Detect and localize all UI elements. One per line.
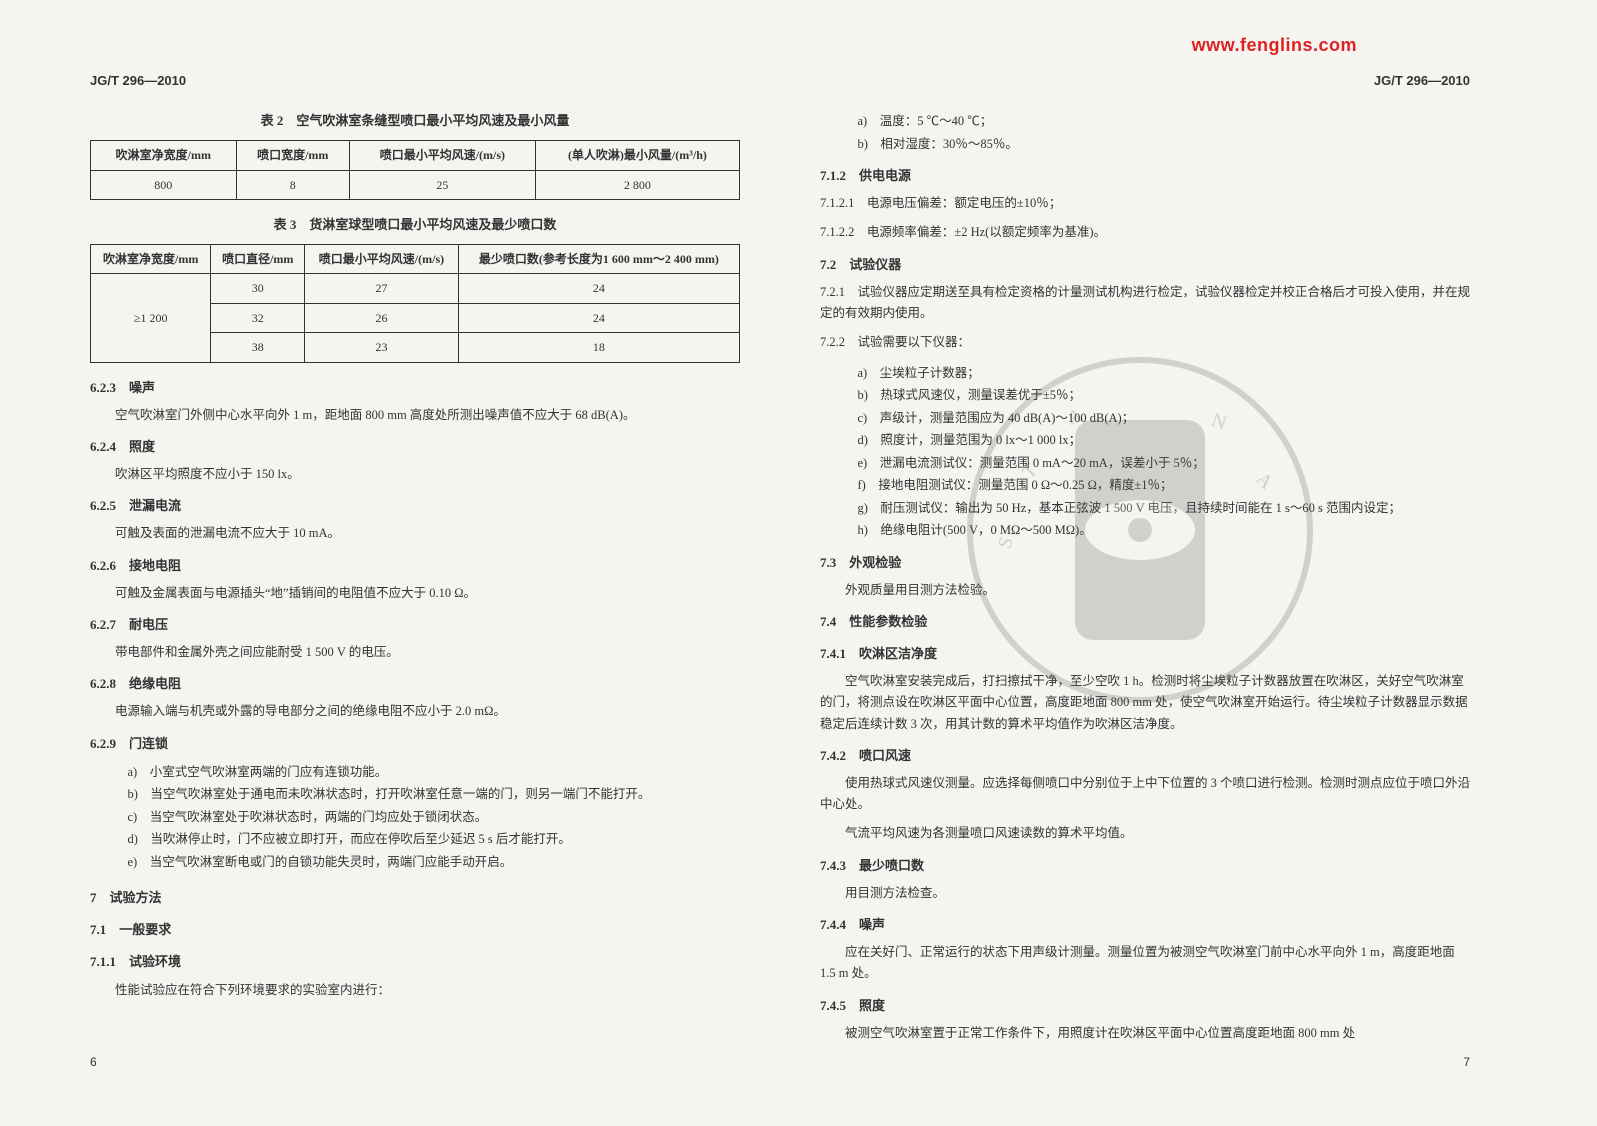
list-item: c) 当空气吹淋室处于吹淋状态时，两端的门均应处于锁闭状态。 bbox=[115, 806, 740, 829]
page-right: JG/T 296—2010 a) 温度：5 ℃～40 ℃； b) 相对湿度：30… bbox=[820, 70, 1470, 1052]
td: 800 bbox=[91, 170, 237, 199]
page-number: 7 bbox=[1463, 1052, 1470, 1072]
list-item: h) 绝缘电阻计(500 V，0 MΩ～500 MΩ)。 bbox=[845, 519, 1470, 542]
table2: 吹淋室净宽度/mm 喷口宽度/mm 喷口最小平均风速/(m/s) (单人吹淋)最… bbox=[90, 140, 740, 200]
td: 25 bbox=[349, 170, 535, 199]
paragraph: 空气吹淋室安装完成后，打扫擦拭干净，至少空吹 1 h。检测时将尘埃粒子计数器放置… bbox=[820, 671, 1470, 735]
list-item: c) 声级计，测量范围应为 40 dB(A)～100 dB(A)； bbox=[845, 407, 1470, 430]
th: 最少喷口数(参考长度为1 600 mm～2 400 mm) bbox=[458, 245, 739, 274]
section-heading: 7.4.3 最少喷口数 bbox=[820, 855, 1470, 877]
th: 喷口直径/mm bbox=[211, 245, 305, 274]
list-item: g) 耐压测试仪：输出为 50 Hz，基本正弦波 1 500 V 电压，且持续时… bbox=[845, 497, 1470, 520]
watermark-url: www.fenglins.com bbox=[1192, 30, 1357, 61]
list-item: a) 小室式空气吹淋室两端的门应有连锁功能。 bbox=[115, 761, 740, 784]
section-heading: 7.1.1 试验环境 bbox=[90, 951, 740, 973]
section-heading: 7.4.5 照度 bbox=[820, 995, 1470, 1017]
list-item: f) 接地电阻测试仪：测量范围 0 Ω～0.25 Ω，精度±1％； bbox=[845, 474, 1470, 497]
section-heading: 6.2.4 照度 bbox=[90, 436, 740, 458]
section-heading: 7.1 一般要求 bbox=[90, 919, 740, 941]
th: 吹淋室净宽度/mm bbox=[91, 141, 237, 170]
section-heading: 7.3 外观检验 bbox=[820, 552, 1470, 574]
th: 吹淋室净宽度/mm bbox=[91, 245, 211, 274]
paragraph: 用目测方法检查。 bbox=[820, 883, 1470, 904]
page-left: JG/T 296—2010 表 2 空气吹淋室条缝型喷口最小平均风速及最小风量 … bbox=[90, 70, 740, 1052]
section-heading: 7.4.4 噪声 bbox=[820, 914, 1470, 936]
td: 2 800 bbox=[535, 170, 739, 199]
section-heading: 7 试验方法 bbox=[90, 887, 740, 909]
th: 喷口宽度/mm bbox=[236, 141, 349, 170]
th: 喷口最小平均风速/(m/s) bbox=[305, 245, 459, 274]
section-heading: 7.4.2 喷口风速 bbox=[820, 745, 1470, 767]
td: ≥1 200 bbox=[91, 274, 211, 362]
list-item: e) 泄漏电流测试仪：测量范围 0 mA～20 mA，误差小于 5％； bbox=[845, 452, 1470, 475]
page-spread: JG/T 296—2010 表 2 空气吹淋室条缝型喷口最小平均风速及最小风量 … bbox=[0, 0, 1597, 1082]
list-item: d) 当吹淋停止时，门不应被立即打开，而应在停吹后至少延迟 5 s 后才能打开。 bbox=[115, 828, 740, 851]
section-heading: 6.2.8 绝缘电阻 bbox=[90, 673, 740, 695]
td: 38 bbox=[211, 333, 305, 362]
page-number: 6 bbox=[90, 1052, 97, 1072]
td: 23 bbox=[305, 333, 459, 362]
section-heading: 6.2.3 噪声 bbox=[90, 377, 740, 399]
table3: 吹淋室净宽度/mm 喷口直径/mm 喷口最小平均风速/(m/s) 最少喷口数(参… bbox=[90, 244, 740, 363]
table-row: 800 8 25 2 800 bbox=[91, 170, 740, 199]
td: 26 bbox=[305, 303, 459, 332]
td: 18 bbox=[458, 333, 739, 362]
standard-code-left: JG/T 296—2010 bbox=[90, 70, 740, 92]
section-heading: 6.2.7 耐电压 bbox=[90, 614, 740, 636]
paragraph: 外观质量用目测方法检验。 bbox=[820, 580, 1470, 601]
table-row: 吹淋室净宽度/mm 喷口直径/mm 喷口最小平均风速/(m/s) 最少喷口数(参… bbox=[91, 245, 740, 274]
list-item: e) 当空气吹淋室断电或门的自锁功能失灵时，两端门应能手动开启。 bbox=[115, 851, 740, 874]
td: 24 bbox=[458, 303, 739, 332]
table-row: 吹淋室净宽度/mm 喷口宽度/mm 喷口最小平均风速/(m/s) (单人吹淋)最… bbox=[91, 141, 740, 170]
td: 32 bbox=[211, 303, 305, 332]
paragraph: 性能试验应在符合下列环境要求的实验室内进行： bbox=[90, 980, 740, 1001]
paragraph: 吹淋区平均照度不应小于 150 lx。 bbox=[90, 464, 740, 485]
paragraph: 7.1.2.2 电源频率偏差：±2 Hz(以额定频率为基准)。 bbox=[820, 222, 1470, 243]
paragraph: 7.1.2.1 电源电压偏差：额定电压的±10％； bbox=[820, 193, 1470, 214]
td: 27 bbox=[305, 274, 459, 303]
paragraph: 7.2.1 试验仪器应定期送至具有检定资格的计量测试机构进行检定，试验仪器检定并… bbox=[820, 282, 1470, 325]
paragraph: 气流平均风速为各测量喷口风速读数的算术平均值。 bbox=[820, 823, 1470, 844]
paragraph: 使用热球式风速仪测量。应选择每侧喷口中分别位于上中下位置的 3 个喷口进行检测。… bbox=[820, 773, 1470, 816]
paragraph: 可触及金属表面与电源插头“地”插销间的电阻值不应大于 0.10 Ω。 bbox=[90, 583, 740, 604]
list-item: b) 热球式风速仪，测量误差优于±5％； bbox=[845, 384, 1470, 407]
td: 24 bbox=[458, 274, 739, 303]
list-item: a) 尘埃粒子计数器； bbox=[845, 362, 1470, 385]
list-item: b) 当空气吹淋室处于通电而未吹淋状态时，打开吹淋室任意一端的门，则另一端门不能… bbox=[115, 783, 740, 806]
paragraph: 空气吹淋室门外侧中心水平向外 1 m，距地面 800 mm 高度处所测出噪声值不… bbox=[90, 405, 740, 426]
paragraph: 电源输入端与机壳或外露的导电部分之间的绝缘电阻不应小于 2.0 mΩ。 bbox=[90, 701, 740, 722]
section-heading: 6.2.5 泄漏电流 bbox=[90, 495, 740, 517]
list-item: a) 温度：5 ℃～40 ℃； bbox=[845, 110, 1470, 133]
section-heading: 6.2.9 门连锁 bbox=[90, 733, 740, 755]
list-item: d) 照度计，测量范围为 0 lx～1 000 lx； bbox=[845, 429, 1470, 452]
th: 喷口最小平均风速/(m/s) bbox=[349, 141, 535, 170]
section-heading: 7.2 试验仪器 bbox=[820, 254, 1470, 276]
table-row: ≥1 200 30 27 24 bbox=[91, 274, 740, 303]
section-heading: 7.4 性能参数检验 bbox=[820, 611, 1470, 633]
td: 8 bbox=[236, 170, 349, 199]
section-heading: 7.1.2 供电电源 bbox=[820, 165, 1470, 187]
paragraph: 7.2.2 试验需要以下仪器： bbox=[820, 332, 1470, 353]
paragraph: 被测空气吹淋室置于正常工作条件下，用照度计在吹淋区平面中心位置高度距地面 800… bbox=[820, 1023, 1470, 1044]
table3-title: 表 3 货淋室球型喷口最小平均风速及最少喷口数 bbox=[90, 214, 740, 236]
th: (单人吹淋)最小风量/(m³/h) bbox=[535, 141, 739, 170]
paragraph: 带电部件和金属外壳之间应能耐受 1 500 V 的电压。 bbox=[90, 642, 740, 663]
section-heading: 7.4.1 吹淋区洁净度 bbox=[820, 643, 1470, 665]
paragraph: 可触及表面的泄漏电流不应大于 10 mA。 bbox=[90, 523, 740, 544]
standard-code-right: JG/T 296—2010 bbox=[820, 70, 1470, 92]
td: 30 bbox=[211, 274, 305, 303]
list-item: b) 相对湿度：30％～85％。 bbox=[845, 133, 1470, 156]
table2-title: 表 2 空气吹淋室条缝型喷口最小平均风速及最小风量 bbox=[90, 110, 740, 132]
paragraph: 应在关好门、正常运行的状态下用声级计测量。测量位置为被测空气吹淋室门前中心水平向… bbox=[820, 942, 1470, 985]
section-heading: 6.2.6 接地电阻 bbox=[90, 555, 740, 577]
